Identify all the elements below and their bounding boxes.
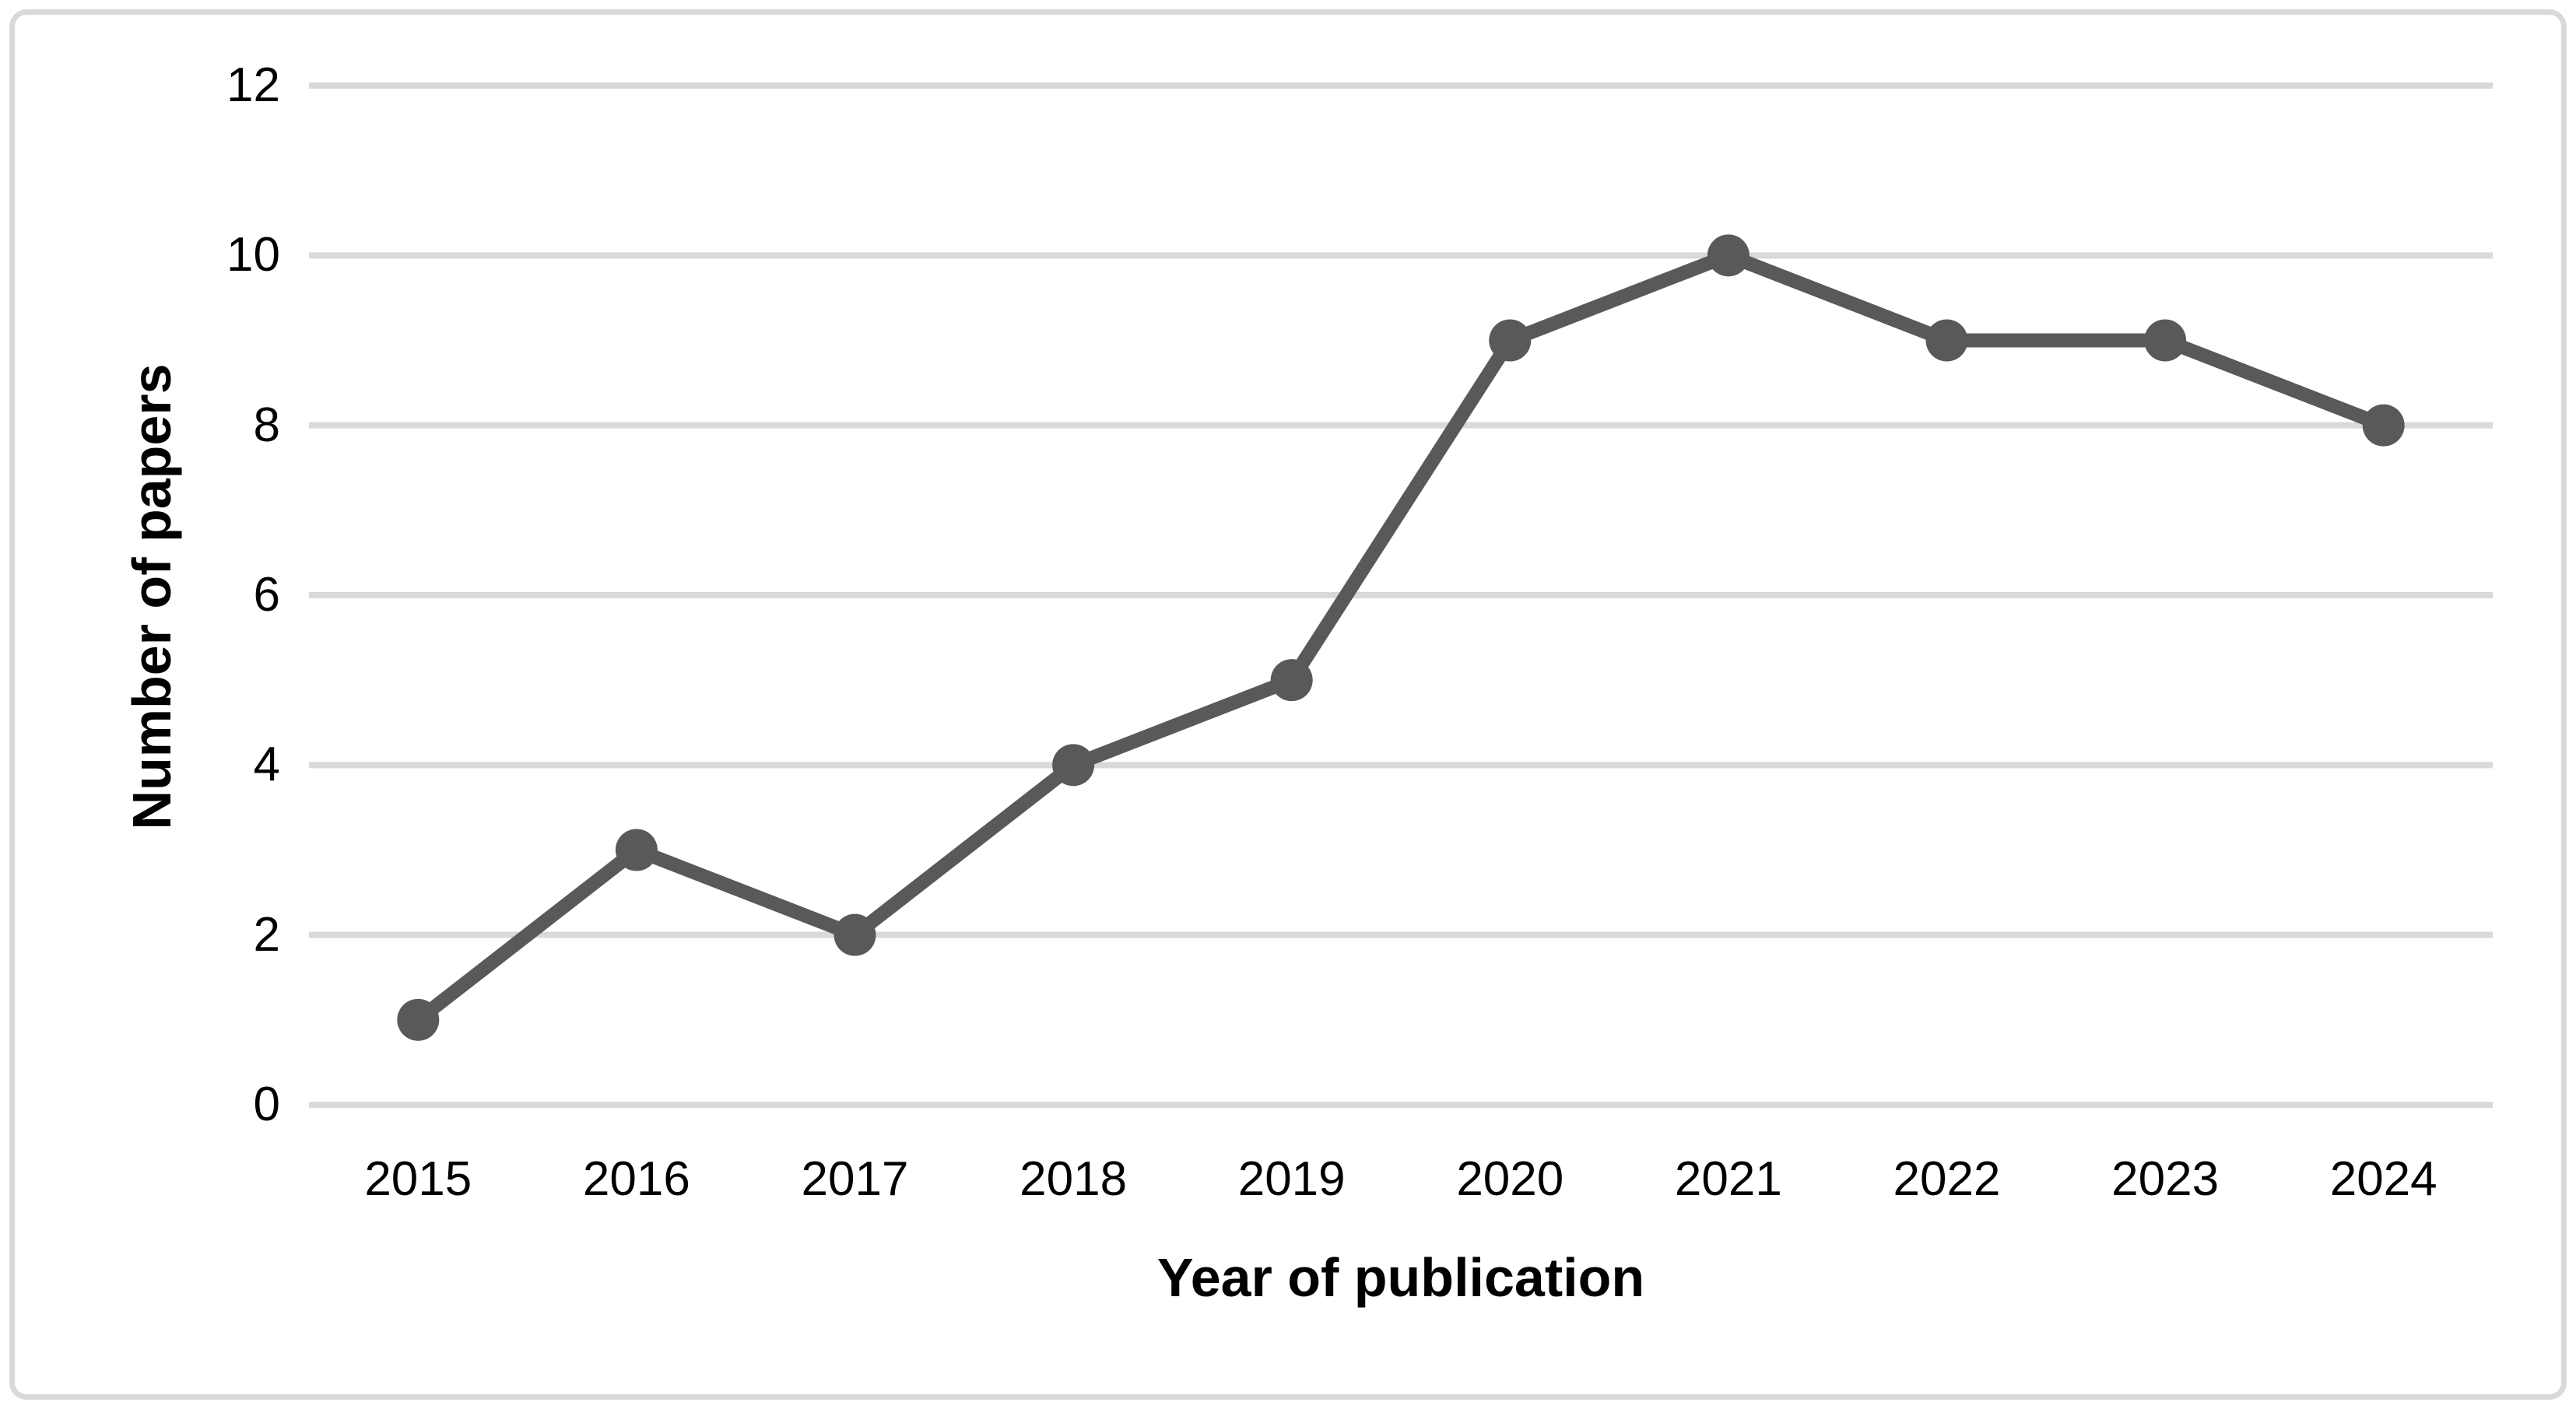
y-tick-label-0: 0 xyxy=(253,1078,280,1131)
y-tick-label-8: 8 xyxy=(253,398,280,452)
x-tick-label-2022: 2022 xyxy=(1893,1152,2001,1206)
x-tick-label-2024: 2024 xyxy=(2329,1152,2437,1206)
data-point-2020 xyxy=(1489,319,1532,362)
y-tick-label-4: 4 xyxy=(253,738,280,792)
data-point-2017 xyxy=(834,913,876,956)
data-point-2021 xyxy=(1707,234,1750,277)
data-point-2016 xyxy=(615,829,658,871)
x-tick-label-2023: 2023 xyxy=(2111,1152,2220,1206)
data-point-2019 xyxy=(1270,659,1313,702)
data-point-2015 xyxy=(397,998,440,1041)
series-line xyxy=(411,248,2391,1027)
y-tick-label-10: 10 xyxy=(226,228,280,282)
x-tick-label-2016: 2016 xyxy=(582,1152,690,1206)
x-tick-label-2019: 2019 xyxy=(1237,1152,1346,1206)
x-axis-title: Year of publication xyxy=(1156,1247,1645,1308)
x-tick-label-2020: 2020 xyxy=(1456,1152,1564,1206)
data-point-2023 xyxy=(2144,319,2187,362)
x-tick-label-2017: 2017 xyxy=(801,1152,909,1206)
x-tick-label-2021: 2021 xyxy=(1674,1152,1782,1206)
data-point-2024 xyxy=(2362,404,2405,447)
x-tick-label-2018: 2018 xyxy=(1020,1152,1128,1206)
x-tick-label-2015: 2015 xyxy=(364,1152,472,1206)
y-tick-label-12: 12 xyxy=(226,58,280,112)
y-tick-label-2: 2 xyxy=(253,907,280,962)
y-axis-title: Number of papers xyxy=(121,363,182,830)
data-point-2022 xyxy=(1925,319,1968,362)
data-point-2018 xyxy=(1052,744,1095,787)
y-tick-label-6: 6 xyxy=(253,568,280,622)
